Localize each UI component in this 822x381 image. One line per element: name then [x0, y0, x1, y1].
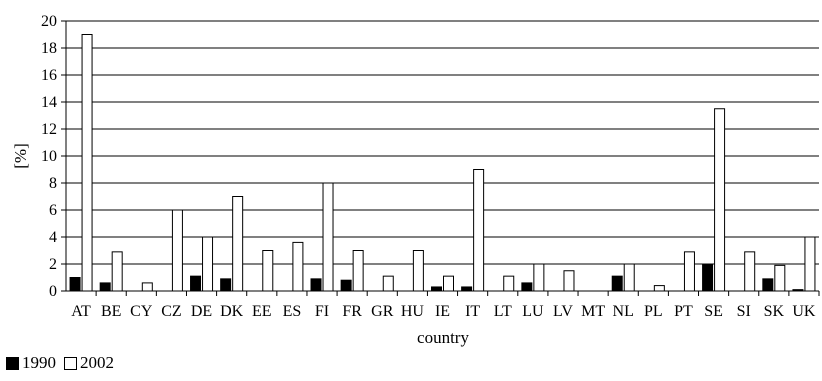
bar-1990-AT	[69, 277, 81, 292]
y-tick-label: 6	[49, 202, 57, 219]
legend-swatch-1990	[6, 356, 19, 370]
x-tick-label-IE: IE	[435, 303, 450, 320]
bar-2002-DE	[202, 236, 214, 292]
x-tick-label-SE: SE	[704, 303, 723, 320]
bar-2002-FI	[322, 182, 334, 292]
bar-2002-CZ	[171, 209, 183, 292]
bar-1990-SE	[702, 263, 714, 292]
y-tick-label: 8	[49, 175, 57, 192]
x-tick-label-LV: LV	[553, 303, 573, 320]
y-tick-label: 4	[49, 229, 57, 246]
legend: 1990 2002	[6, 353, 122, 373]
legend-label-1990: 1990	[22, 353, 56, 372]
bar-2002-EE	[262, 250, 274, 292]
x-tick-label-FR: FR	[342, 303, 362, 320]
bar-2002-IT	[473, 169, 485, 292]
bar-2002-GR	[382, 275, 394, 292]
x-tick-label-SI: SI	[737, 303, 751, 320]
y-tick-label: 18	[41, 40, 57, 57]
bar-2002-SE	[714, 108, 726, 292]
bar-2002-LU	[533, 263, 545, 292]
legend-item-1990: 1990	[6, 353, 56, 373]
bar-2002-LV	[563, 270, 575, 292]
bar-2002-PL	[653, 285, 665, 292]
y-tick-label: 20	[41, 13, 57, 30]
bar-2002-ES	[292, 241, 304, 292]
bar-2002-AT	[81, 34, 93, 292]
x-tick-label-NL: NL	[613, 303, 634, 320]
y-tick-label: 16	[41, 67, 57, 84]
x-tick-label-DK: DK	[220, 303, 244, 320]
legend-item-2002: 2002	[64, 353, 114, 373]
bar-1990-BE	[99, 282, 111, 292]
bar-2002-CY	[141, 282, 153, 292]
bar-2002-UK	[804, 236, 816, 292]
y-tick-label: 2	[49, 256, 57, 273]
bar-2002-HU	[412, 250, 424, 292]
y-tick-label: 12	[41, 121, 57, 138]
x-tick-label-UK: UK	[792, 303, 816, 320]
y-axis-title: [%]	[11, 143, 30, 168]
x-tick-label-GR: GR	[371, 303, 394, 320]
bar-2002-SK	[774, 264, 786, 292]
x-tick-label-EE: EE	[252, 303, 272, 320]
bar-2002-IE	[443, 275, 454, 292]
bar-1990-NL	[611, 275, 623, 292]
x-tick-label-FI: FI	[315, 303, 329, 320]
bar-2002-BE	[111, 251, 123, 292]
bar-2002-PT	[683, 251, 695, 292]
x-axis-ticks: AT BE CY CZ DE DK EE ES FI FR GR HU IE IT LT LU LV MT NL PL…	[71, 291, 820, 320]
x-tick-label-AT: AT	[71, 303, 91, 320]
bar-2002-SI	[744, 251, 756, 292]
x-tick-label-ES: ES	[283, 303, 302, 320]
x-tick-label-CY: CY	[130, 303, 153, 320]
gridlines	[66, 20, 819, 265]
legend-label-2002: 2002	[80, 353, 114, 372]
x-tick-label-DE: DE	[191, 303, 212, 320]
y-tick-label: 10	[41, 148, 57, 165]
x-tick-label-SK: SK	[764, 303, 785, 320]
x-tick-label-BE: BE	[101, 303, 121, 320]
y-axis-ticks: 0 2 4 6 8 10 12 14 16 18 20	[41, 13, 66, 300]
y-tick-label: 0	[49, 283, 57, 300]
bar-1990-DK	[220, 278, 232, 292]
x-tick-label-CZ: CZ	[161, 303, 181, 320]
x-tick-label-PL: PL	[644, 303, 663, 320]
x-axis-title: country	[417, 328, 469, 347]
bar-1990-DE	[190, 275, 202, 292]
bar-2002-DK	[232, 196, 244, 292]
bar-1990-FR	[340, 279, 352, 292]
x-tick-label-LU: LU	[522, 303, 544, 320]
x-tick-label-MT: MT	[581, 303, 605, 320]
bar-1990-SK	[762, 278, 774, 292]
x-tick-label-HU: HU	[401, 303, 425, 320]
bar-1990-FI	[310, 278, 322, 292]
bars	[69, 34, 816, 292]
x-tick-label-PT: PT	[674, 303, 693, 320]
bar-2002-LT	[503, 275, 515, 292]
bar-1990-IT	[461, 286, 473, 292]
y-tick-label: 14	[41, 94, 57, 111]
bar-2002-NL	[623, 263, 635, 292]
axes	[65, 21, 819, 292]
bar-2002-FR	[352, 250, 364, 292]
x-tick-label-IT: IT	[465, 303, 480, 320]
x-tick-label-LT: LT	[494, 303, 512, 320]
bar-1990-LU	[521, 282, 533, 292]
bar-1990-IE	[431, 286, 442, 292]
legend-swatch-2002	[64, 356, 77, 370]
